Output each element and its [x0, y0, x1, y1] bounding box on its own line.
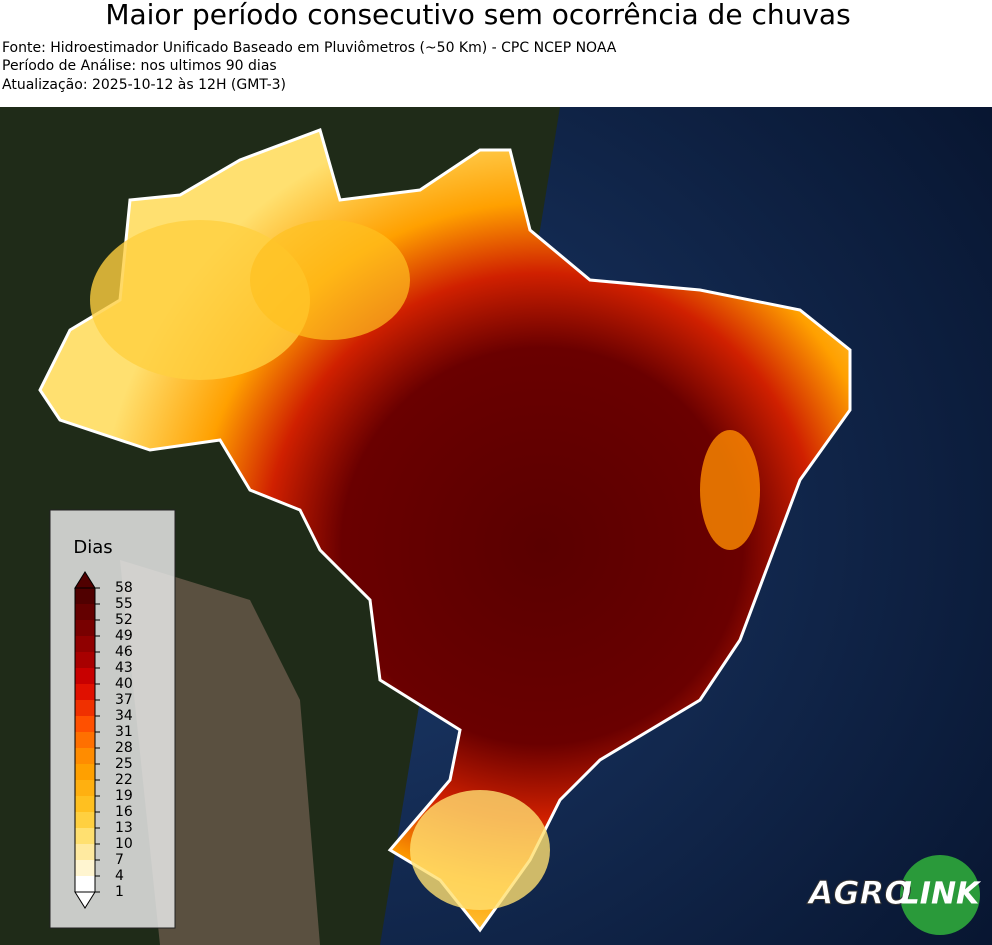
- colorbar-segment: [75, 828, 95, 844]
- colorbar-segment: [75, 860, 95, 876]
- legend-box: [49, 509, 176, 929]
- colorbar-segment: [75, 716, 95, 732]
- colorbar-tick-label: 43: [115, 660, 133, 676]
- colorbar-segment: [75, 796, 95, 812]
- colorbar-tick-label: 34: [115, 708, 133, 724]
- colorbar-tick-label: 31: [115, 724, 133, 740]
- legend-title: Dias: [73, 537, 112, 558]
- colorbar-tick-label: 37: [115, 692, 133, 708]
- colorbar-tick-label: 25: [115, 756, 133, 772]
- colorbar-segment: [75, 700, 95, 716]
- colorbar-tick-label: 46: [115, 644, 133, 660]
- title: Maior período consecutivo sem ocorrência…: [105, 0, 850, 31]
- colorbar-tick-label: 28: [115, 740, 133, 756]
- colorbar-tick-label: 55: [115, 596, 133, 612]
- colorbar-tick-label: 52: [115, 612, 133, 628]
- logo-circle: [900, 855, 980, 935]
- subtitle: Período de Análise: nos ultimos 90 dias: [2, 58, 277, 74]
- colorbar-tick-label: 58: [115, 580, 133, 596]
- colorbar-segment: [75, 844, 95, 860]
- colorbar-tick-label: 10: [115, 836, 133, 852]
- colorbar-tick-label: 22: [115, 772, 133, 788]
- colorbar-segment: [75, 764, 95, 780]
- colorbar-segment: [75, 620, 95, 636]
- colorbar-segment: [75, 780, 95, 796]
- colorbar-tick-label: 16: [115, 804, 133, 820]
- logo: AGRO LINK: [805, 855, 982, 935]
- logo-text: AGRO: [806, 874, 912, 912]
- region: [410, 790, 550, 910]
- colorbar-tick-label: 19: [115, 788, 133, 804]
- subtitle: Atualização: 2025-10-12 às 12H (GMT-3): [2, 77, 286, 93]
- colorbar-tick-label: 4: [115, 868, 124, 884]
- colorbar-segment: [75, 588, 95, 604]
- colorbar-frame: [74, 587, 96, 893]
- colorbar-tick-label: 13: [115, 820, 133, 836]
- colorbar-segment: [75, 604, 95, 620]
- colorbar-segment: [75, 652, 95, 668]
- colorbar-segment: [75, 636, 95, 652]
- colorbar-segment: [75, 668, 95, 684]
- colorbar-segment: [75, 732, 95, 748]
- colorbar-tick-label: 7: [115, 852, 124, 868]
- colorbar-tick-label: 49: [115, 628, 133, 644]
- region: [700, 430, 760, 550]
- colorbar-segment: [75, 812, 95, 828]
- colorbar-tick-label: 1: [115, 884, 124, 900]
- colorbar-segment: [75, 748, 95, 764]
- colorbar-tick-label: 40: [115, 676, 133, 692]
- colorbar-segment: [75, 876, 95, 892]
- region: [250, 220, 410, 340]
- colorbar-segment: [75, 684, 95, 700]
- subtitle: Fonte: Hidroestimador Unificado Baseado …: [2, 40, 617, 56]
- logo-text: LINK: [901, 877, 982, 912]
